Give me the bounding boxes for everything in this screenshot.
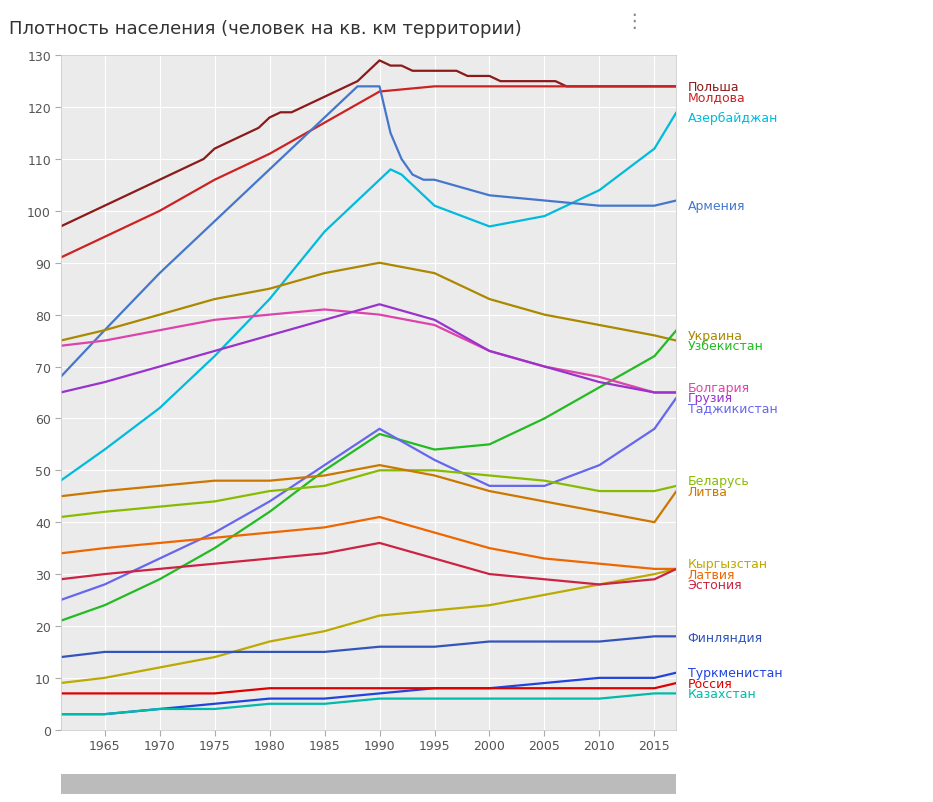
Text: Армения: Армения [688,200,745,213]
Text: Беларусь: Беларусь [688,475,749,488]
Text: Болгария: Болгария [688,381,750,395]
Text: Азербайджан: Азербайджан [688,111,778,125]
Text: Эстония: Эстония [688,578,743,591]
Text: Кыргызстан: Кыргызстан [688,557,768,570]
Text: Плотность населения (человек на кв. км территории): Плотность населения (человек на кв. км т… [9,20,522,38]
Text: Польша: Польша [688,81,739,94]
Text: Казахстан: Казахстан [688,687,757,700]
Text: ⋮: ⋮ [625,12,644,31]
Text: Молдова: Молдова [688,91,745,104]
Text: Литва: Литва [688,485,728,498]
Text: Туркменистан: Туркменистан [688,666,782,679]
Text: Финляндия: Финляндия [688,630,763,643]
FancyBboxPatch shape [61,774,676,794]
Text: Россия: Россия [688,677,732,690]
Text: Украина: Украина [688,330,743,342]
Text: Латвия: Латвия [688,568,735,581]
Text: Узбекистан: Узбекистан [688,340,763,353]
Text: Грузия: Грузия [688,391,732,405]
Text: Таджикистан: Таджикистан [688,402,777,415]
